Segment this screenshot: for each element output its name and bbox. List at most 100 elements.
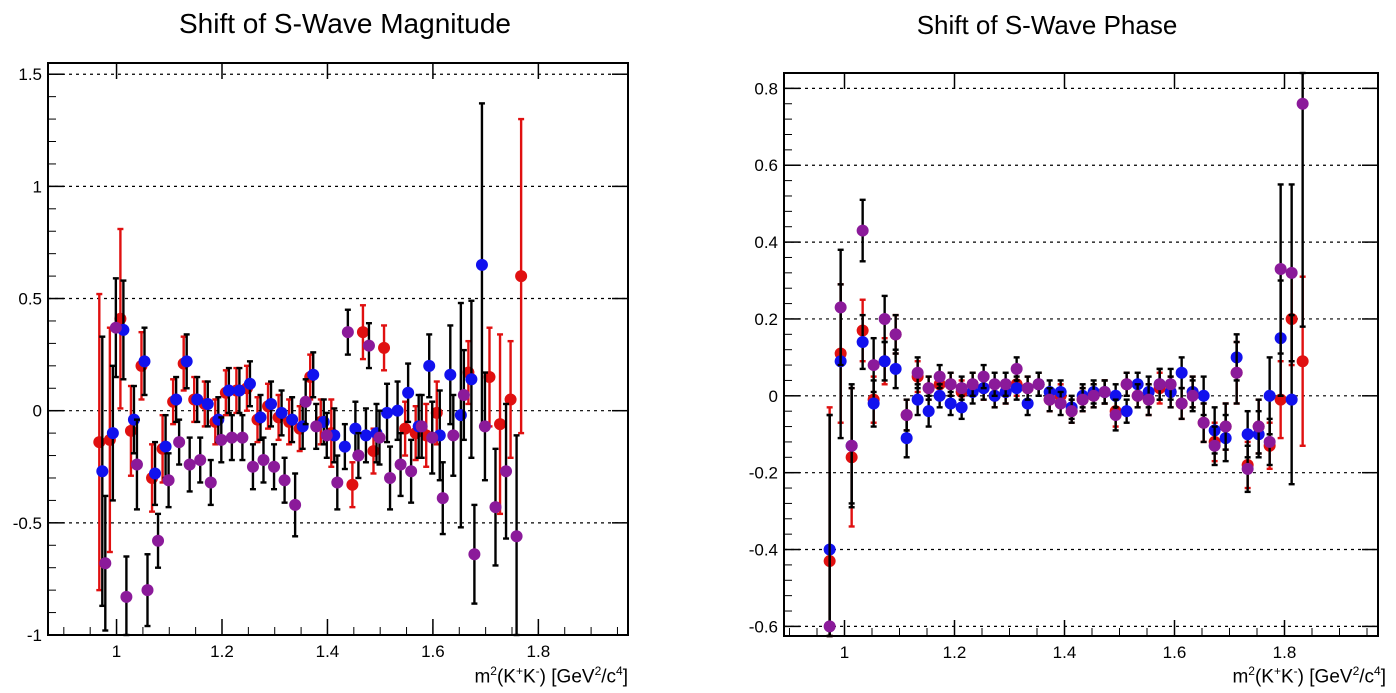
data-point [966, 378, 979, 391]
data-point [856, 336, 869, 349]
data-point [254, 411, 267, 424]
data-point [426, 431, 439, 444]
data-point [399, 422, 412, 435]
data-point [1263, 435, 1276, 448]
data-point [1197, 416, 1210, 429]
series-2 [823, 71, 1309, 638]
data-point [922, 382, 935, 395]
data-point [289, 498, 302, 511]
data-point [1296, 97, 1309, 110]
data-point [1021, 382, 1034, 395]
data-point [191, 393, 204, 406]
data-point [222, 384, 235, 397]
plot-frame [47, 62, 629, 636]
x-tick-label: 1.4 [1053, 643, 1077, 662]
data-point [856, 224, 869, 237]
data-point [362, 339, 375, 352]
data-point [878, 312, 891, 325]
data-point [352, 449, 365, 462]
data-point [159, 440, 172, 453]
data-point [180, 355, 193, 368]
data-point [1197, 389, 1210, 402]
data-point [977, 370, 990, 383]
data-point [494, 418, 507, 431]
y-tick-label: 0.8 [754, 79, 778, 98]
data-point [834, 301, 847, 314]
data-point [436, 492, 449, 505]
x-tick-label: 1.6 [1163, 643, 1187, 662]
y-tick-label: 0.6 [754, 156, 778, 175]
data-point [1153, 378, 1166, 391]
y-tick-label: -0.2 [749, 464, 778, 483]
data-point [299, 395, 312, 408]
data-point [1076, 393, 1089, 406]
data-point [457, 388, 470, 401]
data-point [1219, 420, 1232, 433]
data-point [109, 321, 122, 334]
series-1 [96, 102, 488, 608]
data-point [1241, 462, 1254, 475]
data-point [1032, 378, 1045, 391]
data-point [215, 433, 228, 446]
data-point [170, 393, 183, 406]
data-point [1175, 366, 1188, 379]
data-point [1252, 420, 1265, 433]
y-tick-label: -0.4 [749, 541, 778, 560]
data-point [99, 557, 112, 570]
data-point [1285, 393, 1298, 406]
data-point [1164, 378, 1177, 391]
data-point [1208, 439, 1221, 452]
data-point [911, 366, 924, 379]
data-point [225, 431, 238, 444]
data-point [900, 409, 913, 422]
data-point [149, 467, 162, 480]
data-point [268, 460, 281, 473]
data-point [1054, 397, 1067, 410]
x-axis-label: m2(K+K-) [GeV2/c4] [474, 664, 628, 688]
chart-title: Shift of S-Wave Phase [916, 10, 1178, 40]
data-point [823, 620, 836, 633]
phase-chart-plot: -0.6 -0.4 -0.2 0 0.2 0.4 0.6 0.8 1 1.2 1.4 1.6 1.8 [749, 71, 1379, 662]
y-tick-label: 0.2 [754, 310, 778, 329]
data-point [1296, 355, 1309, 368]
data-point [173, 436, 186, 449]
data-point [922, 405, 935, 418]
chart-title: Shift of S-Wave Magnitude [178, 8, 511, 39]
x-tick-label: 1.2 [210, 642, 234, 661]
data-point [349, 422, 362, 435]
data-point [257, 454, 270, 467]
data-point [1087, 389, 1100, 402]
data-point [444, 368, 457, 381]
data-point [1274, 262, 1287, 275]
data-point [845, 439, 858, 452]
data-point [889, 362, 902, 375]
y-tick-label: -0.6 [749, 617, 778, 636]
data-point [999, 378, 1012, 391]
data-point [867, 359, 880, 372]
x-tick-label: 1.8 [1273, 643, 1297, 662]
y-tick-label: 0 [33, 402, 42, 421]
data-point [320, 429, 333, 442]
data-point [381, 406, 394, 419]
data-point [96, 465, 109, 478]
data-point [394, 458, 407, 471]
data-point [275, 406, 288, 419]
data-point [138, 355, 151, 368]
magnitude-chart-plot: -1 -0.5 0 0.5 1 1.5 1 1.2 1.4 1.6 1.8 [13, 62, 629, 661]
data-point [955, 382, 968, 395]
y-tick-label: 0.4 [754, 233, 778, 252]
data-point [500, 465, 513, 478]
data-point [359, 429, 372, 442]
data-point [106, 427, 119, 440]
series-2 [99, 277, 523, 637]
data-point [900, 432, 913, 445]
data-point [331, 476, 344, 489]
data-point [504, 393, 517, 406]
plot-frame [783, 72, 1379, 637]
x-tick-label: 1 [840, 643, 849, 662]
data-point [162, 474, 175, 487]
data-point [1043, 393, 1056, 406]
data-point [278, 474, 291, 487]
data-point [955, 401, 968, 414]
y-tick-label: -0.5 [13, 514, 42, 533]
